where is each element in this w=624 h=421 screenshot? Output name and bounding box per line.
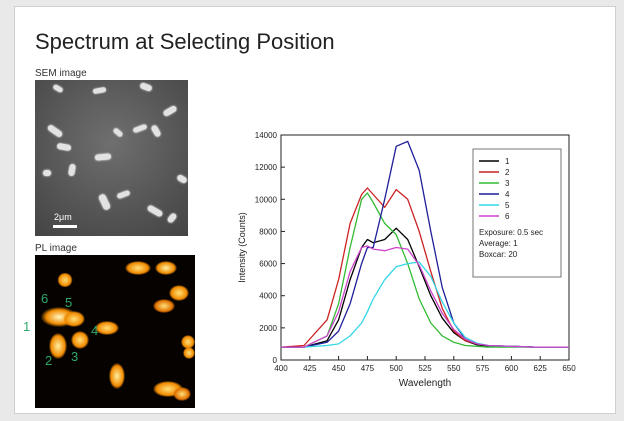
slide: Spectrum at Selecting Position SEM image… bbox=[14, 6, 616, 414]
legend-label-4: 4 bbox=[505, 190, 510, 199]
x-tick-label: 600 bbox=[505, 364, 519, 373]
pl-label-4: 4 bbox=[91, 323, 99, 338]
x-tick-label: 550 bbox=[447, 364, 461, 373]
pl-label-3: 3 bbox=[71, 349, 79, 364]
x-tick-label: 575 bbox=[476, 364, 490, 373]
x-tick-label: 650 bbox=[562, 364, 576, 373]
pl-label-2: 2 bbox=[45, 353, 53, 368]
sem-caption: SEM image bbox=[35, 68, 87, 79]
y-tick-label: 6000 bbox=[259, 260, 277, 269]
x-tick-label: 425 bbox=[303, 364, 317, 373]
y-tick-label: 4000 bbox=[259, 292, 277, 301]
series-line-6 bbox=[281, 245, 569, 348]
x-tick-label: 400 bbox=[274, 364, 288, 373]
spectrum-chart: 400 425 450 475 500 525 550 575 600 625 6500200040… bbox=[237, 131, 576, 389]
legend-box bbox=[472, 148, 562, 278]
pl-caption: PL image bbox=[35, 243, 77, 254]
legend-note: Exposure: 0.5 sec bbox=[479, 228, 543, 237]
y-tick-label: 0 bbox=[273, 356, 278, 365]
slide-title: Spectrum at Selecting Position bbox=[35, 29, 335, 54]
legend-label-3: 3 bbox=[505, 179, 510, 188]
pl-label-1: 1 bbox=[23, 319, 31, 334]
pl-label-5: 5 bbox=[65, 295, 73, 310]
legend-label-6: 6 bbox=[505, 212, 510, 221]
scale-bar-label: 2μm bbox=[54, 212, 72, 222]
legend-label-1: 1 bbox=[505, 157, 510, 166]
y-tick-label: 10000 bbox=[255, 195, 278, 204]
y-tick-label: 8000 bbox=[259, 227, 277, 236]
y-tick-label: 12000 bbox=[255, 163, 278, 172]
x-tick-label: 475 bbox=[361, 364, 375, 373]
x-tick-label: 625 bbox=[534, 364, 548, 373]
x-tick-label: 450 bbox=[332, 364, 346, 373]
y-tick-label: 2000 bbox=[259, 324, 277, 333]
sem-image: 2μm bbox=[35, 80, 188, 236]
series-line-1 bbox=[281, 227, 569, 348]
x-tick-label: 500 bbox=[390, 364, 404, 373]
x-tick-label: 525 bbox=[418, 364, 432, 373]
legend-label-2: 2 bbox=[505, 168, 510, 177]
legend-label-5: 5 bbox=[505, 201, 510, 210]
pl-label-6: 6 bbox=[41, 291, 49, 306]
y-tick-label: 14000 bbox=[255, 131, 278, 140]
legend-note: Average: 1 bbox=[479, 239, 518, 248]
y-axis-label: Intensity (Counts) bbox=[237, 212, 247, 283]
legend-note: Boxcar: 20 bbox=[479, 250, 518, 259]
pl-image: 6 5 4 3 2 bbox=[35, 255, 195, 408]
x-axis-label: Wavelength bbox=[399, 378, 451, 389]
